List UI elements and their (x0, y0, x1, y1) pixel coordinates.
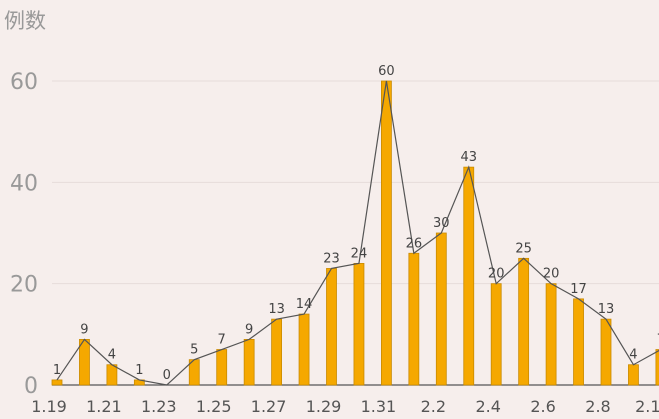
x-tick-label: 2.6 (530, 397, 555, 416)
data-label: 26 (406, 236, 423, 251)
data-label: 23 (323, 251, 340, 266)
bar (243, 338, 255, 386)
x-tick-label: 1.21 (86, 397, 122, 416)
x-tick-label: 2.4 (475, 397, 500, 416)
bar (51, 379, 63, 386)
bar (655, 349, 659, 386)
bar (408, 252, 420, 386)
data-label: 1 (135, 363, 143, 378)
bar (106, 364, 118, 386)
data-label: 4 (108, 348, 116, 363)
bar (79, 338, 90, 386)
x-tick-label: 1.25 (196, 397, 232, 416)
y-tick-label: 0 (24, 374, 38, 399)
x-tick-label: 2.2 (421, 397, 446, 416)
x-tick-label: 1.27 (251, 397, 287, 416)
x-tick-label: 1.29 (306, 397, 342, 416)
data-label: 1 (53, 363, 61, 378)
y-tick-label: 20 (10, 273, 38, 298)
trend-line (56, 80, 659, 386)
data-label: 9 (245, 322, 253, 337)
data-label: 5 (190, 343, 198, 358)
y-tick-label: 60 (10, 70, 38, 95)
bar (353, 262, 365, 386)
data-label: 30 (433, 216, 450, 231)
data-label: 20 (488, 267, 505, 282)
bar (435, 232, 447, 386)
data-label: 7 (657, 333, 659, 348)
data-label: 24 (351, 246, 368, 261)
data-label: 4 (629, 348, 637, 363)
data-label: 7 (218, 333, 226, 348)
y-axis-title: 例数 (4, 9, 46, 33)
bar (326, 268, 337, 386)
bar (518, 257, 530, 386)
bar (298, 313, 310, 386)
data-label: 13 (598, 302, 615, 317)
bar (463, 166, 475, 386)
bar (545, 283, 557, 386)
data-label: 13 (268, 302, 285, 317)
data-label: 25 (515, 241, 532, 256)
data-label: 0 (163, 368, 171, 383)
bar (600, 318, 612, 386)
bar (573, 298, 584, 386)
data-label: 14 (296, 297, 313, 312)
data-label: 43 (460, 150, 477, 165)
x-tick-label: 1.31 (361, 397, 397, 416)
bar (628, 364, 639, 386)
data-label: 17 (570, 282, 587, 297)
bar (490, 283, 502, 386)
data-label: 20 (543, 267, 560, 282)
data-label: 60 (378, 64, 395, 79)
bar (216, 349, 228, 386)
x-tick-label: 1.23 (141, 397, 177, 416)
x-tick-label: 1.19 (31, 397, 67, 416)
bar (271, 318, 283, 386)
data-label: 9 (80, 322, 88, 337)
bar (380, 80, 392, 386)
y-tick-label: 40 (10, 171, 38, 196)
x-tick-label: 2.8 (585, 397, 610, 416)
x-tick-label: 2.10 (635, 397, 659, 416)
